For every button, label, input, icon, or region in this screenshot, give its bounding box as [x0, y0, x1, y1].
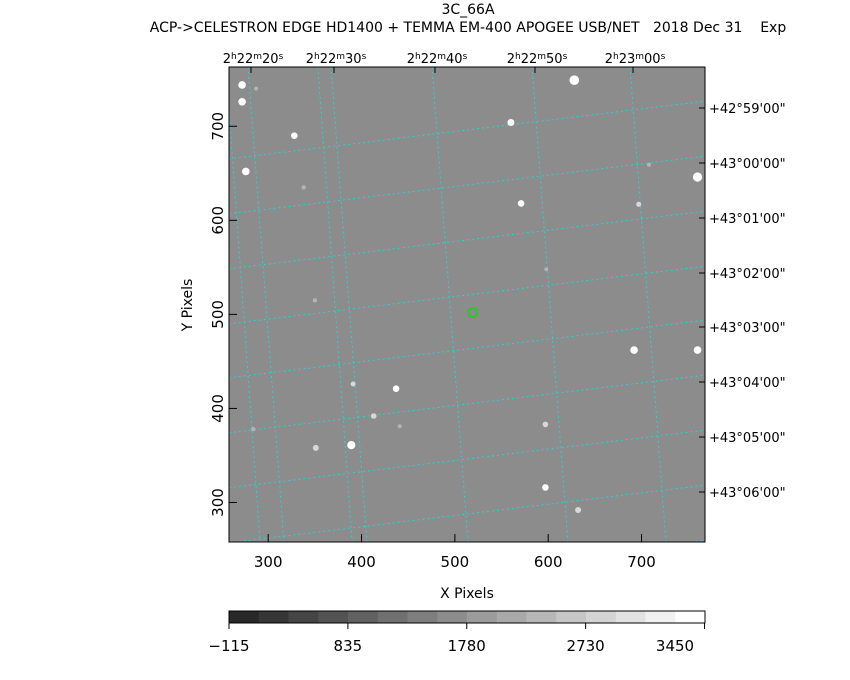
colorbar-tick-label: 835 [334, 637, 363, 655]
colorbar-segment [467, 611, 498, 623]
dec-grid-line [229, 429, 705, 489]
dec-grid-line [229, 210, 705, 270]
star-point [569, 75, 580, 85]
star-point [251, 426, 256, 432]
ra-tick-label: 2h22m40s [407, 52, 468, 67]
colorbar-segment [348, 611, 379, 623]
colorbar-segment [556, 611, 587, 623]
ra-tick-label: 2h23m00s [605, 52, 666, 67]
star-point [370, 413, 377, 419]
dec-grid-line [229, 319, 705, 379]
star-point [575, 507, 582, 513]
x-tick-label: 300 [254, 553, 283, 571]
x-tick-label: 400 [347, 553, 376, 571]
x-axis-label: X Pixels [440, 586, 494, 602]
y-tick-label: 500 [209, 300, 227, 329]
ra-tick-label: 2h22m50s [507, 52, 568, 67]
star-point [507, 119, 515, 126]
star-point [350, 381, 356, 387]
object-title: 3C_66A [441, 2, 495, 18]
y-tick-label: 700 [209, 112, 227, 141]
dec-grid-line [229, 265, 705, 325]
dec-tick-label: +43°01'00" [709, 212, 786, 227]
y-axis-label: Y Pixels [180, 279, 196, 333]
dec-grid-line [231, 484, 705, 542]
colorbar-segment [407, 611, 438, 623]
star-point [692, 172, 703, 182]
star-point [647, 162, 651, 167]
colorbar-segment [586, 611, 617, 623]
dec-grid-line [229, 374, 705, 434]
y-tick-label: 600 [209, 206, 227, 235]
colorbar-segment [615, 611, 647, 623]
star-point [630, 346, 638, 354]
dec-tick-label: +43°00'00" [709, 157, 786, 172]
colorbar-segment [437, 611, 468, 623]
colorbar-segment [675, 611, 706, 623]
star-point [544, 267, 549, 272]
y-tick-label: 300 [209, 488, 227, 517]
dec-tick-label: +43°06'00" [709, 486, 786, 501]
star-point [254, 86, 259, 91]
dec-grid-line [229, 155, 705, 215]
ra-grid-line [793, 27, 833, 582]
coordinate-grid [229, 27, 833, 582]
dec-tick-label: +43°02'00" [709, 267, 786, 282]
ra-tick-label: 2h22m30s [306, 52, 367, 67]
colorbar-segment [318, 611, 349, 623]
star-point [397, 424, 402, 429]
colorbar-segment [526, 611, 557, 623]
instrument-subtitle: ACP->CELESTRON EDGE HD1400 + TEMMA EM-40… [149, 20, 787, 36]
x-tick-label: 700 [627, 553, 656, 571]
image-frame [229, 67, 705, 542]
colorbar: −115 835 1780 2730 3450 [208, 610, 706, 655]
colorbar-segment [288, 611, 319, 623]
star-point [301, 185, 306, 190]
dec-tick-label: +43°05'00" [709, 431, 786, 446]
ra-tick-label: 2h22m20s [223, 52, 284, 67]
dec-tick-label: +43°04'00" [709, 376, 786, 391]
axes: 300 400 500 600 700 300 400 500 600 700 2h22m20s 2h… [209, 52, 786, 571]
target-marker-layer [467, 307, 479, 318]
star-point [636, 201, 642, 207]
target-marker [467, 307, 479, 318]
colorbar-tick-label: 1780 [448, 637, 486, 655]
y-tick-label: 400 [209, 394, 227, 423]
colorbar-segment [496, 611, 528, 623]
star-point [542, 421, 549, 428]
star-point [517, 200, 525, 207]
star-point [238, 98, 246, 106]
colorbar-segment [645, 611, 676, 623]
dec-grid-line [229, 100, 705, 160]
star-point [312, 444, 319, 451]
star-point [242, 167, 250, 176]
star-point [693, 346, 702, 354]
dec-tick-label: +42°59'00" [709, 102, 786, 117]
image-border [228, 66, 706, 543]
star-point [392, 385, 400, 393]
colorbar-tick-label: 2730 [567, 637, 605, 655]
star-point [542, 484, 549, 491]
dec-tick-label: +43°03'00" [709, 321, 786, 336]
colorbar-segment [258, 611, 290, 623]
star-field [238, 75, 703, 513]
star-point [312, 298, 318, 303]
star-point [347, 441, 356, 450]
star-point [291, 132, 298, 139]
colorbar-tick-label: 3450 [656, 637, 694, 655]
star-point [238, 81, 246, 89]
colorbar-segment [229, 611, 260, 623]
x-tick-label: 600 [534, 553, 563, 571]
colorbar-tick-label: −115 [208, 637, 249, 655]
colorbar-segment [377, 611, 409, 623]
x-tick-label: 500 [441, 553, 470, 571]
